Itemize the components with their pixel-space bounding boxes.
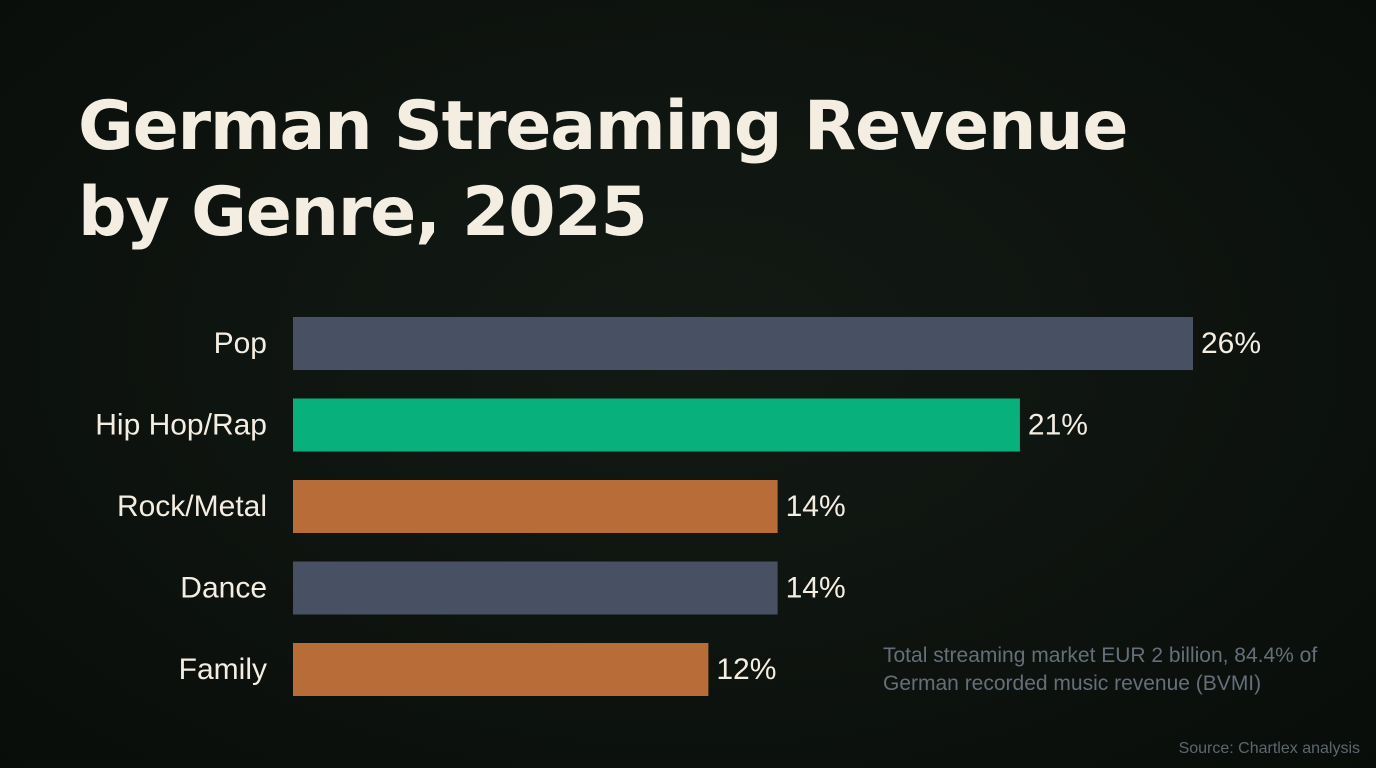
category-label-hip-hop-rap: Hip Hop/Rap — [95, 409, 267, 442]
category-label-rock-metal: Rock/Metal — [117, 490, 267, 523]
value-label-hip-hop-rap: 21% — [1028, 409, 1088, 442]
category-label-family: Family — [179, 653, 267, 686]
value-label-dance: 14% — [786, 572, 846, 605]
value-label-family: 12% — [716, 653, 776, 686]
value-label-rock-metal: 14% — [786, 490, 846, 523]
bar-dance — [293, 561, 778, 615]
category-label-dance: Dance — [180, 572, 267, 605]
bar-pop — [293, 317, 1193, 370]
chart-title: German Streaming Revenue by Genre, 2025 — [78, 87, 1129, 252]
value-label-pop: 26% — [1201, 327, 1261, 360]
bar-hip-hop-rap — [293, 398, 1020, 452]
category-label-pop: Pop — [214, 327, 267, 360]
chart-annotation: Total streaming market EUR 2 billion, 84… — [883, 644, 1318, 695]
bar-rock-metal — [293, 480, 778, 533]
bar-family — [293, 643, 709, 696]
source-note: Source: Chartlex analysis — [1178, 740, 1360, 757]
